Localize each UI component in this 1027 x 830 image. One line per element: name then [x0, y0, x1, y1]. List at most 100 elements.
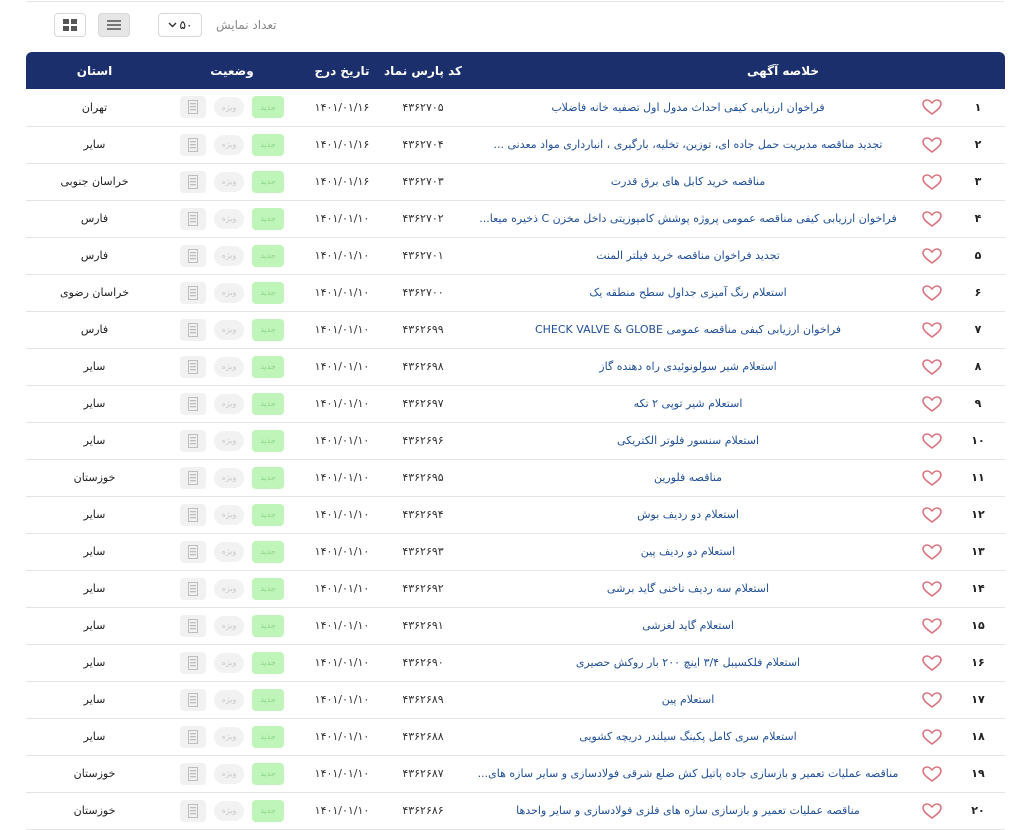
tender-title-link[interactable]: استعلام سه ردیف ناخنی گاید برشی: [606, 582, 770, 595]
tender-title-link[interactable]: تجدید فراخوان مناقصه خرید فیلتر المنت: [596, 249, 780, 262]
table-row[interactable]: ۱۸ استعلام سری کامل پکینگ سیلندر دریچه کش…: [26, 718, 1005, 755]
tender-title-link[interactable]: تجدید مناقصه مدیریت حمل جاده ای، توزین، …: [493, 138, 883, 151]
table-row[interactable]: ۱۴ استعلام سه ردیف ناخنی گاید برشی ۴۳۶۲۶۹۲…: [26, 570, 1005, 607]
tender-title-link[interactable]: مناقصه عملیات تعمیر و بازسازی سازه های ف…: [516, 804, 860, 817]
favorite-cell[interactable]: [913, 570, 951, 607]
table-row[interactable]: ۷ فراخوان ارزیابی کیفی مناقصه عمومی CHECK…: [26, 311, 1005, 348]
heart-icon[interactable]: [922, 395, 942, 412]
table-row[interactable]: ۱۰ استعلام سنسور فلوتر الکتریکی ۴۳۶۲۶۹۶ ۱۴۰…: [26, 422, 1005, 459]
tender-title-link[interactable]: استعلام فلکسیبل ۳/۴ اینچ ۲۰۰ بار روکش حص…: [575, 656, 801, 669]
table-row[interactable]: ۱ فراخوان ارزیابی کیفی احداث مدول اول تصف…: [26, 89, 1005, 126]
heart-icon[interactable]: [922, 617, 942, 634]
heart-icon[interactable]: [922, 358, 942, 375]
favorite-cell[interactable]: [913, 681, 951, 718]
details-button[interactable]: [180, 244, 206, 267]
table-row[interactable]: ۱۱ مناقصه فلورین ۴۳۶۲۶۹۵ ۱۴۰۱/۰۱/۱۰ ویژه جدید…: [26, 459, 1005, 496]
table-row[interactable]: ۱۶ استعلام فلکسیبل ۳/۴ اینچ ۲۰۰ بار روکش …: [26, 644, 1005, 681]
heart-icon[interactable]: [922, 580, 942, 597]
heart-icon[interactable]: [922, 284, 942, 301]
favorite-cell[interactable]: [913, 422, 951, 459]
table-row[interactable]: ۹ استعلام شیر توپی ۲ تکه ۴۳۶۲۶۹۷ ۱۴۰۱/۰۱/۱۰…: [26, 385, 1005, 422]
favorite-cell[interactable]: [913, 163, 951, 200]
details-button[interactable]: [180, 96, 206, 119]
tender-title-link[interactable]: فراخوان ارزیابی کیفی احداث مدول اول تصفی…: [551, 100, 825, 114]
favorite-cell[interactable]: [913, 200, 951, 237]
details-button[interactable]: [180, 688, 206, 711]
heart-icon[interactable]: [922, 543, 942, 560]
tender-title-link[interactable]: فراخوان ارزیابی کیفی مناقصه عمومی پروژه …: [479, 212, 897, 225]
tender-title-link[interactable]: مناقصه عملیات تعمیر و بازسازی جاده پاتیل…: [477, 767, 899, 780]
favorite-cell[interactable]: [913, 126, 951, 163]
favorite-cell[interactable]: [913, 89, 951, 126]
favorite-cell[interactable]: [913, 533, 951, 570]
display-count-select[interactable]: ۵۰: [158, 13, 202, 37]
details-button[interactable]: [180, 503, 206, 526]
details-button[interactable]: [180, 170, 206, 193]
favorite-cell[interactable]: [913, 718, 951, 755]
heart-icon[interactable]: [922, 506, 942, 523]
heart-icon[interactable]: [922, 654, 942, 671]
heart-icon[interactable]: [922, 728, 942, 745]
table-row[interactable]: ۱۹ مناقصه عملیات تعمیر و بازسازی جاده پات…: [26, 755, 1005, 792]
details-button[interactable]: [180, 540, 206, 563]
favorite-cell[interactable]: [913, 496, 951, 533]
tender-title-link[interactable]: مناقصه خرید کابل های برق قدرت: [610, 175, 766, 188]
details-button[interactable]: [180, 725, 206, 748]
favorite-cell[interactable]: [913, 459, 951, 496]
tender-title-link[interactable]: استعلام گاید لغزشی: [642, 619, 734, 632]
details-button[interactable]: [180, 762, 206, 785]
favorite-cell[interactable]: [913, 237, 951, 274]
favorite-cell[interactable]: [913, 644, 951, 681]
heart-icon[interactable]: [922, 765, 942, 782]
details-button[interactable]: [180, 614, 206, 637]
heart-icon[interactable]: [922, 210, 942, 227]
tender-title-link[interactable]: استعلام سنسور فلوتر الکتریکی: [617, 434, 759, 447]
grid-view-button[interactable]: [54, 13, 86, 37]
details-button[interactable]: [180, 466, 206, 489]
heart-icon[interactable]: [922, 432, 942, 449]
table-row[interactable]: ۲۰ مناقصه عملیات تعمیر و بازسازی سازه های…: [26, 792, 1005, 829]
favorite-cell[interactable]: [913, 755, 951, 792]
favorite-cell[interactable]: [913, 311, 951, 348]
favorite-cell[interactable]: [913, 385, 951, 422]
tender-title-link[interactable]: استعلام رنگ آمیزی جداول سطح منطقه یک: [589, 286, 787, 299]
tender-title-link[interactable]: استعلام دو ردیف پین: [640, 545, 736, 558]
heart-icon[interactable]: [922, 469, 942, 486]
tender-title-link[interactable]: مناقصه فلورین: [653, 471, 723, 484]
heart-icon[interactable]: [922, 99, 942, 116]
favorite-cell[interactable]: [913, 792, 951, 829]
details-button[interactable]: [180, 651, 206, 674]
tender-title-link[interactable]: استعلام دو ردیف بوش: [637, 508, 739, 521]
table-row[interactable]: ۱۷ استعلام پین ۴۳۶۲۶۸۹ ۱۴۰۱/۰۱/۱۰ ویژه جدید سا…: [26, 681, 1005, 718]
table-row[interactable]: ۱۵ استعلام گاید لغزشی ۴۳۶۲۶۹۱ ۱۴۰۱/۰۱/۱۰ ویژ…: [26, 607, 1005, 644]
table-row[interactable]: ۸ استعلام شیر سولونوئیدی راه دهنده گاز ۴۳۶…: [26, 348, 1005, 385]
tender-title-link[interactable]: استعلام پین: [661, 693, 715, 706]
details-button[interactable]: [180, 799, 206, 822]
heart-icon[interactable]: [922, 136, 942, 153]
table-row[interactable]: ۶ استعلام رنگ آمیزی جداول سطح منطقه یک ۴۳۶…: [26, 274, 1005, 311]
favorite-cell[interactable]: [913, 348, 951, 385]
heart-icon[interactable]: [922, 173, 942, 190]
favorite-cell[interactable]: [913, 274, 951, 311]
table-row[interactable]: ۴ فراخوان ارزیابی کیفی مناقصه عمومی پروژه…: [26, 200, 1005, 237]
table-row[interactable]: ۵ تجدید فراخوان مناقصه خرید فیلتر المنت ۴۳…: [26, 237, 1005, 274]
favorite-cell[interactable]: [913, 607, 951, 644]
tender-title-link[interactable]: فراخوان ارزیابی کیفی مناقصه عمومی CHECK …: [534, 323, 842, 336]
heart-icon[interactable]: [922, 247, 942, 264]
details-button[interactable]: [180, 133, 206, 156]
list-view-button[interactable]: [98, 13, 130, 37]
table-row[interactable]: ۱۳ استعلام دو ردیف پین ۴۳۶۲۶۹۳ ۱۴۰۱/۰۱/۱۰ وی…: [26, 533, 1005, 570]
table-row[interactable]: ۲ تجدید مناقصه مدیریت حمل جاده ای، توزین،…: [26, 126, 1005, 163]
table-row[interactable]: ۳ مناقصه خرید کابل های برق قدرت ۴۳۶۲۷۰۳ ۱۴۰…: [26, 163, 1005, 200]
details-button[interactable]: [180, 392, 206, 415]
heart-icon[interactable]: [922, 321, 942, 338]
details-button[interactable]: [180, 207, 206, 230]
details-button[interactable]: [180, 281, 206, 304]
tender-title-link[interactable]: استعلام سری کامل پکینگ سیلندر دریچه کشوی…: [579, 730, 797, 743]
details-button[interactable]: [180, 355, 206, 378]
table-row[interactable]: ۱۲ استعلام دو ردیف بوش ۴۳۶۲۶۹۴ ۱۴۰۱/۰۱/۱۰ وی…: [26, 496, 1005, 533]
heart-icon[interactable]: [922, 691, 942, 708]
details-button[interactable]: [180, 318, 206, 341]
tender-title-link[interactable]: استعلام شیر سولونوئیدی راه دهنده گاز: [599, 360, 777, 373]
details-button[interactable]: [180, 429, 206, 452]
